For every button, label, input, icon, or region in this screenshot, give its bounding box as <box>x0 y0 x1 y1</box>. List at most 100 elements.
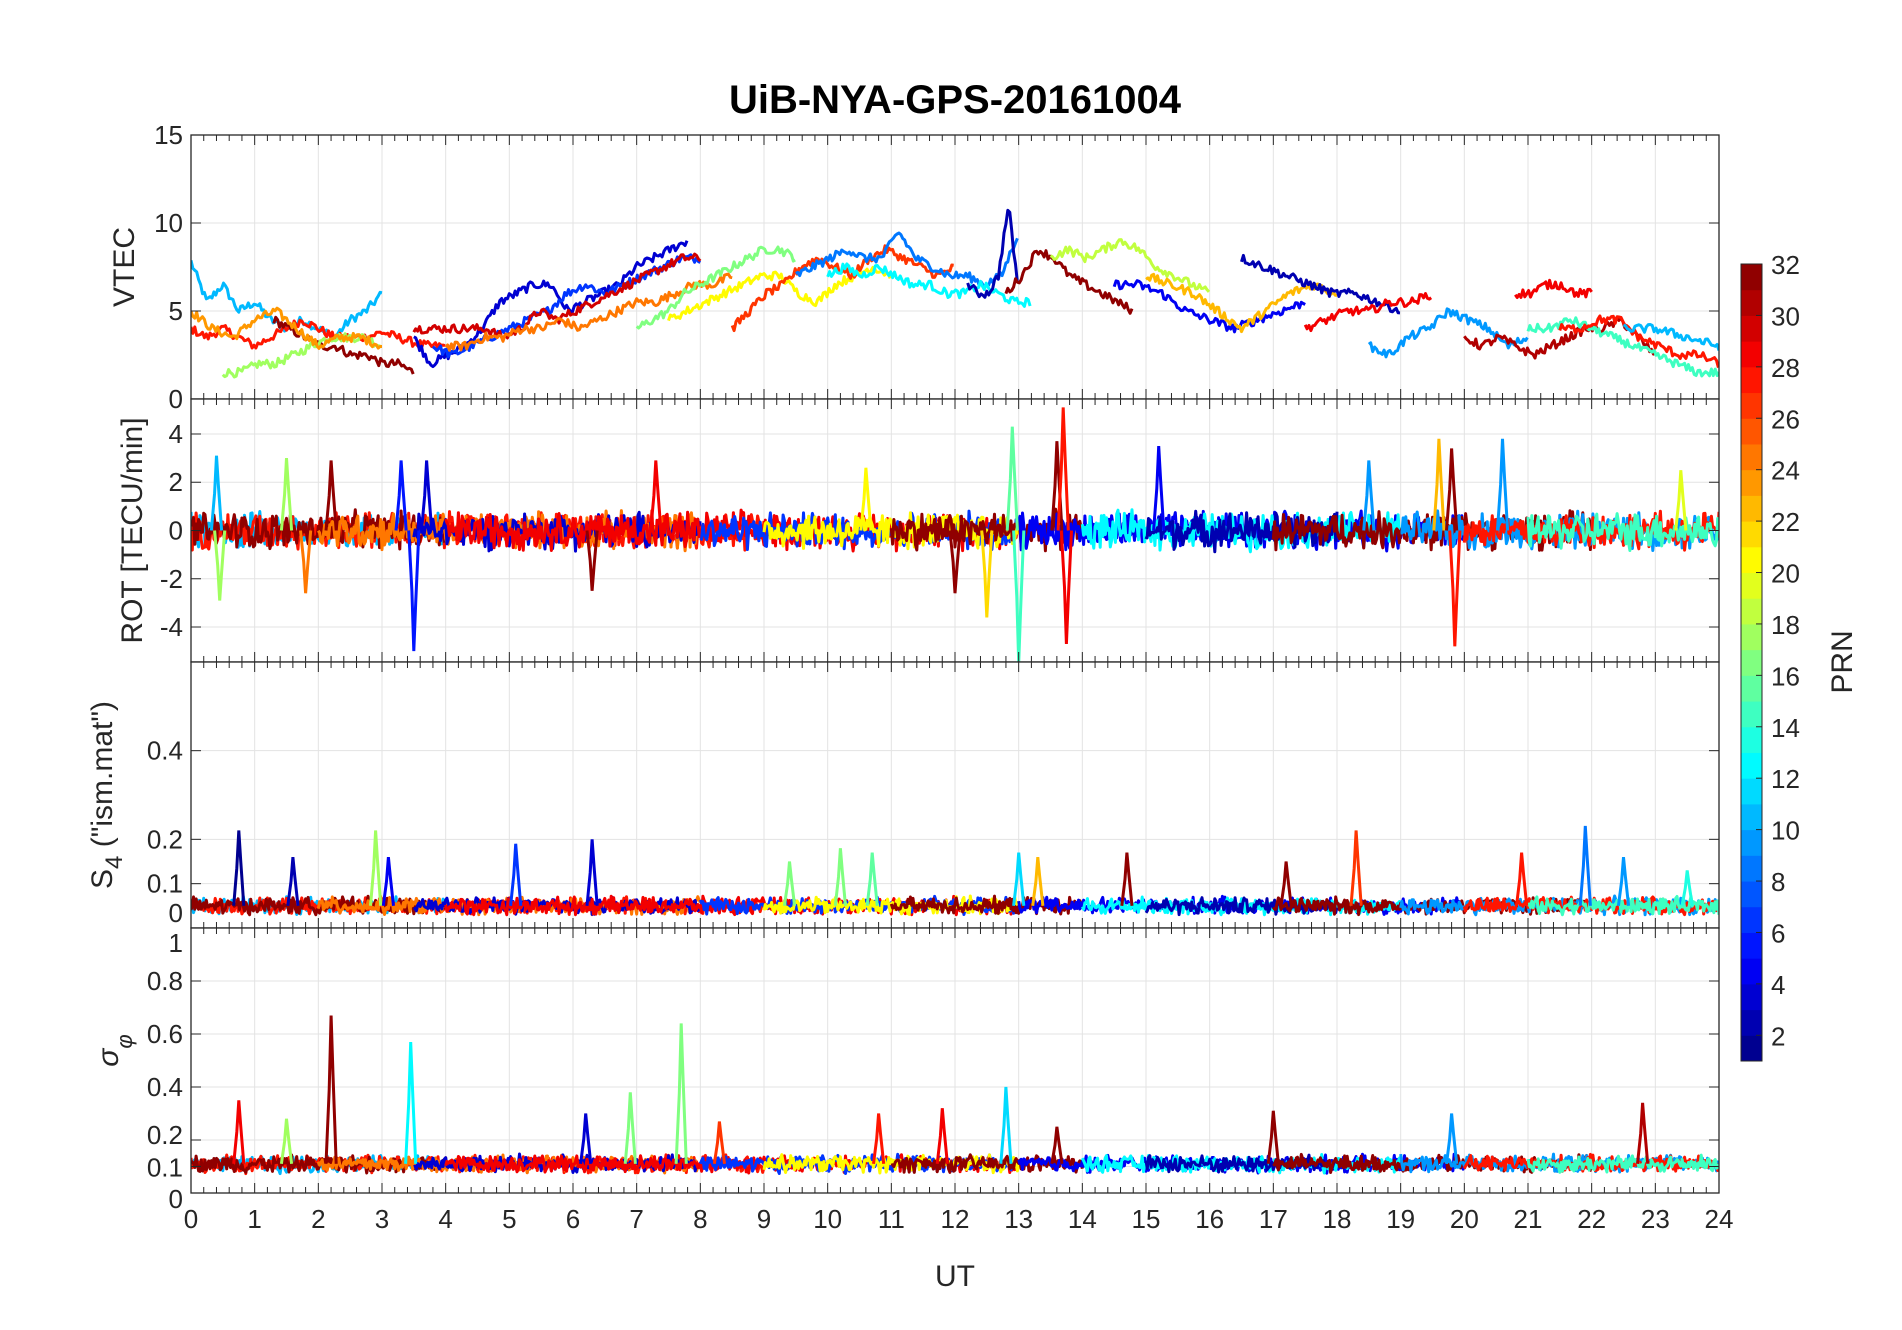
spike-prn-17 <box>369 830 383 906</box>
colorbar-tick-label: 30 <box>1771 301 1800 331</box>
panel-s4: 00.1 0.2 0.4 S4 ("ism.mat") <box>86 661 1720 929</box>
spike-prn-15 <box>1005 426 1019 531</box>
x-tick-label: 7 <box>629 1204 643 1234</box>
colorbar-band <box>1741 315 1762 342</box>
series-prn-14 <box>1526 316 1719 378</box>
y-tick-label: 10 <box>154 208 183 238</box>
spike-prn-4 <box>1152 446 1166 531</box>
x-tick-label: 10 <box>813 1204 842 1234</box>
spike-prn-20 <box>859 467 873 531</box>
colorbar-frame <box>1740 263 1763 1062</box>
chart-title: UiB-NYA-GPS-20161004 <box>729 78 1182 122</box>
colorbar-band <box>1741 983 1762 1011</box>
series-prn-28 <box>1303 292 1433 333</box>
x-tick-label: 24 <box>1705 1204 1734 1234</box>
spike-prn-28 <box>649 460 663 531</box>
series-prn-9 <box>1367 307 1529 359</box>
x-tick-label: 17 <box>1259 1204 1288 1234</box>
colorbar-band <box>1741 623 1762 651</box>
spike-prn-12 <box>404 1041 418 1164</box>
colorbar-band <box>1741 546 1762 574</box>
spike-prn-9 <box>1362 460 1376 531</box>
series-prn-12 <box>826 262 1032 308</box>
spike-prn-4 <box>381 856 395 906</box>
colorbar-band <box>1741 675 1762 702</box>
colorbar-band <box>1741 443 1762 471</box>
x-tick-label: 0 <box>184 1204 198 1234</box>
spike-prn-31 <box>1445 448 1459 531</box>
colorbar-band <box>1741 521 1762 548</box>
series-prn-18 <box>1049 238 1211 293</box>
colorbar-band <box>1741 881 1762 908</box>
spike-prn-16 <box>833 848 847 906</box>
x-tick-label: 9 <box>757 1204 771 1234</box>
colorbar-band <box>1741 778 1762 805</box>
colorbar-band <box>1741 649 1762 676</box>
series-prn-2 <box>1240 253 1401 315</box>
x-tick-label: 16 <box>1195 1204 1224 1234</box>
colorbar-tick-label: 10 <box>1771 816 1800 846</box>
spike-prn-27 <box>1448 530 1462 647</box>
colorbar-band <box>1741 366 1762 394</box>
data-layer <box>191 208 1719 379</box>
x-tick-label: 4 <box>438 1204 452 1234</box>
spike-prn-31 <box>1266 1110 1280 1164</box>
series-prn-27 <box>1462 895 1719 917</box>
x-tick-label: 13 <box>1004 1204 1033 1234</box>
y-tick-label: 0.2 <box>147 824 183 854</box>
series-prn-4 <box>1112 279 1306 334</box>
series-prn-31 <box>272 315 415 375</box>
colorbar-band <box>1741 341 1762 368</box>
spike-prn-27 <box>1515 852 1529 906</box>
spike-prn-17 <box>213 530 227 601</box>
x-tick-label: 18 <box>1323 1204 1352 1234</box>
colorbar-band <box>1741 1009 1762 1036</box>
colorbar-tick-label: 16 <box>1771 661 1800 691</box>
colorbar-tick-label: 22 <box>1771 507 1800 537</box>
series-prn-10 <box>1622 323 1719 351</box>
spike-prn-22 <box>1031 856 1045 906</box>
colorbar-band <box>1741 572 1762 599</box>
y-tick-label: -4 <box>160 612 183 642</box>
x-tick-label: 21 <box>1514 1204 1543 1234</box>
spike-prn-5 <box>407 530 421 652</box>
colorbar-tick-label: 4 <box>1771 970 1785 1000</box>
series-prn-28 <box>1514 278 1593 299</box>
spike-prn-28 <box>232 1100 246 1164</box>
x-tick-label: 3 <box>375 1204 389 1234</box>
y-axis-label: S4 ("ism.mat") <box>86 701 128 889</box>
colorbar-band <box>1741 264 1762 291</box>
x-tick-label: 15 <box>1132 1204 1161 1234</box>
colorbar-band <box>1741 495 1762 522</box>
colorbar-band <box>1741 855 1762 882</box>
x-tick-label: 11 <box>878 1204 905 1234</box>
spike-prn-6 <box>509 843 523 906</box>
spike-prn-31 <box>1279 861 1293 907</box>
x-tick-label: 1 <box>247 1204 261 1234</box>
y-tick-label: 0.1 <box>147 1153 183 1183</box>
series-prn-14 <box>1526 894 1719 917</box>
spike-prn-31 <box>1120 852 1134 906</box>
spike-prn-27 <box>872 1113 886 1164</box>
spike-prn-1 <box>232 830 246 906</box>
series-prn-27 <box>1558 314 1719 368</box>
spike-prn-21 <box>980 530 994 618</box>
colorbar-label: PRN <box>1826 630 1859 693</box>
spike-prn-31 <box>948 530 962 594</box>
spike-prn-8 <box>1578 825 1592 906</box>
y-tick-label: 0.4 <box>147 736 183 766</box>
colorbar-band <box>1741 803 1762 831</box>
spike-prn-5 <box>394 460 408 531</box>
colorbar-band <box>1741 392 1762 419</box>
y-tick-label: 0.2 <box>147 1120 183 1150</box>
spike-prn-31 <box>1050 1126 1064 1165</box>
y-tick-label: 0.4 <box>147 1072 183 1102</box>
colorbar-tick-label: 8 <box>1771 867 1785 897</box>
panel-rot: -4 -2 0 2 4 ROT [TECU/min] <box>116 398 1720 663</box>
spike-prn-14 <box>1012 530 1026 662</box>
colorbar-band <box>1741 752 1762 779</box>
colorbar-tick-label: 24 <box>1771 456 1800 486</box>
data-layer <box>191 407 1719 662</box>
